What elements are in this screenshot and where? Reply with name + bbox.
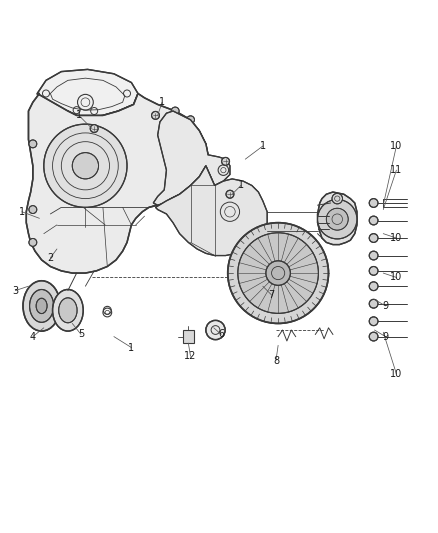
Circle shape: [206, 320, 225, 340]
Circle shape: [187, 116, 194, 124]
Bar: [183, 330, 194, 343]
Circle shape: [222, 157, 230, 165]
Text: 3: 3: [12, 286, 18, 296]
Ellipse shape: [59, 298, 77, 323]
Circle shape: [369, 266, 378, 275]
Ellipse shape: [36, 298, 47, 313]
Circle shape: [29, 140, 37, 148]
Text: 6: 6: [218, 329, 224, 340]
Text: 1: 1: [260, 141, 266, 151]
Circle shape: [369, 251, 378, 260]
Text: 10: 10: [390, 141, 403, 151]
Circle shape: [158, 199, 166, 207]
Text: 10: 10: [390, 233, 403, 243]
Circle shape: [369, 216, 378, 225]
Text: 1: 1: [76, 110, 82, 120]
Circle shape: [29, 206, 37, 214]
Ellipse shape: [29, 289, 53, 322]
Circle shape: [369, 317, 378, 326]
Circle shape: [226, 190, 234, 198]
Text: 10: 10: [390, 369, 403, 379]
Circle shape: [326, 208, 348, 230]
Circle shape: [171, 107, 179, 115]
Text: 1: 1: [238, 181, 244, 190]
Text: 10: 10: [390, 272, 403, 282]
Text: 9: 9: [382, 332, 389, 342]
Circle shape: [369, 199, 378, 207]
Polygon shape: [318, 192, 357, 245]
Text: 1: 1: [128, 343, 134, 352]
Text: 5: 5: [78, 329, 84, 340]
Polygon shape: [37, 69, 138, 118]
Circle shape: [238, 233, 318, 313]
Text: 8: 8: [273, 356, 279, 366]
Circle shape: [72, 152, 99, 179]
Circle shape: [228, 223, 328, 324]
Text: 9: 9: [382, 301, 389, 311]
Circle shape: [369, 300, 378, 308]
Ellipse shape: [53, 289, 83, 331]
Circle shape: [152, 111, 159, 119]
Text: 4: 4: [30, 332, 36, 342]
Circle shape: [369, 332, 378, 341]
Text: 12: 12: [184, 351, 197, 361]
Polygon shape: [155, 166, 267, 255]
Circle shape: [369, 282, 378, 290]
Circle shape: [369, 233, 378, 243]
Polygon shape: [26, 93, 208, 273]
Circle shape: [44, 124, 127, 207]
Circle shape: [332, 193, 343, 204]
Circle shape: [29, 238, 37, 246]
Circle shape: [90, 125, 98, 133]
Text: 1: 1: [19, 207, 25, 217]
Text: 7: 7: [268, 290, 275, 300]
Ellipse shape: [23, 281, 60, 331]
Circle shape: [318, 199, 357, 239]
Polygon shape: [153, 111, 230, 205]
Text: 11: 11: [390, 165, 403, 175]
Text: 2: 2: [47, 253, 53, 263]
Circle shape: [266, 261, 290, 285]
Text: 1: 1: [159, 97, 165, 107]
